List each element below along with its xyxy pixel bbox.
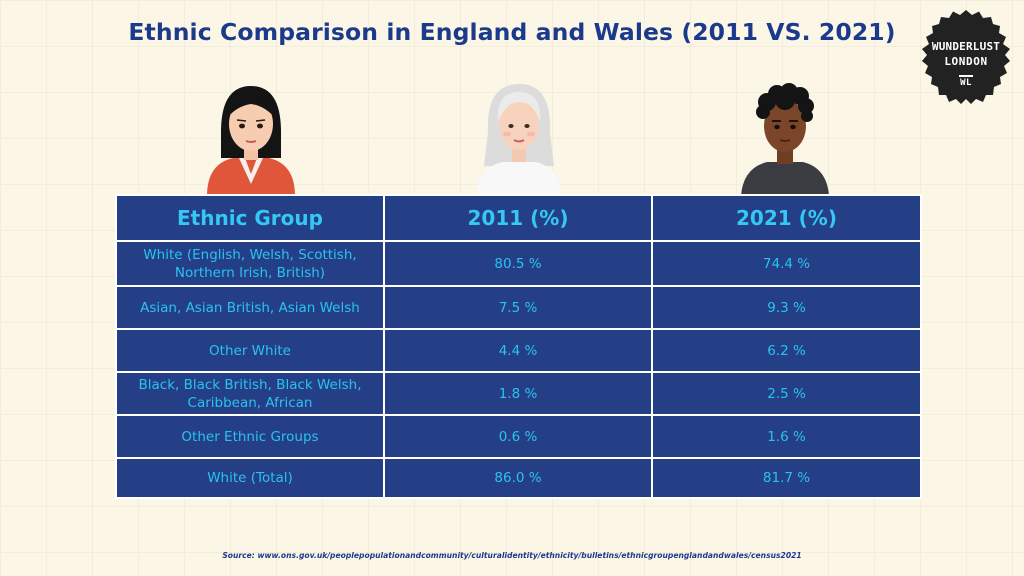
cell-2021: 74.4 % <box>651 240 922 287</box>
cell-group: Asian, Asian British, Asian Welsh <box>115 285 385 330</box>
cell-group: Black, Black British, Black Welsh, Carib… <box>115 371 385 416</box>
cell-2011: 80.5 % <box>383 240 653 287</box>
ethnic-comparison-table: Ethnic Group 2011 (%) 2021 (%) White (En… <box>115 194 922 499</box>
cell-2011: 7.5 % <box>383 285 653 330</box>
avatar-woman-white-hair <box>474 82 564 196</box>
cell-group: Other White <box>115 328 385 373</box>
logo-badge-icon <box>922 10 1010 104</box>
table-row: White (English, Welsh, Scottish, Norther… <box>115 240 922 287</box>
cell-2021: 1.6 % <box>651 414 922 459</box>
cell-2011: 4.4 % <box>383 328 653 373</box>
header-2021: 2021 (%) <box>651 194 922 242</box>
person-icon <box>207 86 295 196</box>
avatar-woman-dark-hair <box>205 84 297 196</box>
cell-group: White (English, Welsh, Scottish, Norther… <box>115 240 385 287</box>
cell-group: White (Total) <box>115 457 385 499</box>
logo-divider <box>959 75 973 77</box>
cell-group: Other Ethnic Groups <box>115 414 385 459</box>
cell-2011: 86.0 % <box>383 457 653 499</box>
header-ethnic-group: Ethnic Group <box>115 194 385 242</box>
table-row: White (Total) 86.0 % 81.7 % <box>115 457 922 499</box>
logo-initials: WL <box>960 78 972 88</box>
person-icon <box>741 83 829 196</box>
table-row: Other Ethnic Groups 0.6 % 1.6 % <box>115 414 922 459</box>
cell-2021: 2.5 % <box>651 371 922 416</box>
cell-2021: 6.2 % <box>651 328 922 373</box>
logo-line-2: LONDON <box>944 55 988 68</box>
cell-2021: 9.3 % <box>651 285 922 330</box>
page-title: Ethnic Comparison in England and Wales (… <box>128 18 896 46</box>
table-row: Other White 4.4 % 6.2 % <box>115 328 922 373</box>
brand-logo[interactable]: WUNDERLUST LONDON WL <box>918 9 1014 105</box>
header-2011: 2011 (%) <box>383 194 653 242</box>
table-header-row: Ethnic Group 2011 (%) 2021 (%) <box>115 194 922 242</box>
cell-2011: 0.6 % <box>383 414 653 459</box>
cell-2021: 81.7 % <box>651 457 922 499</box>
cell-2011: 1.8 % <box>383 371 653 416</box>
person-icon <box>476 84 562 196</box>
avatar-man-curly-hair <box>739 82 831 196</box>
source-citation: Source: www.ons.gov.uk/peoplepopulationa… <box>222 551 802 560</box>
logo-line-1: WUNDERLUST <box>931 40 1001 53</box>
table-row: Asian, Asian British, Asian Welsh 7.5 % … <box>115 285 922 330</box>
table-row: Black, Black British, Black Welsh, Carib… <box>115 371 922 416</box>
